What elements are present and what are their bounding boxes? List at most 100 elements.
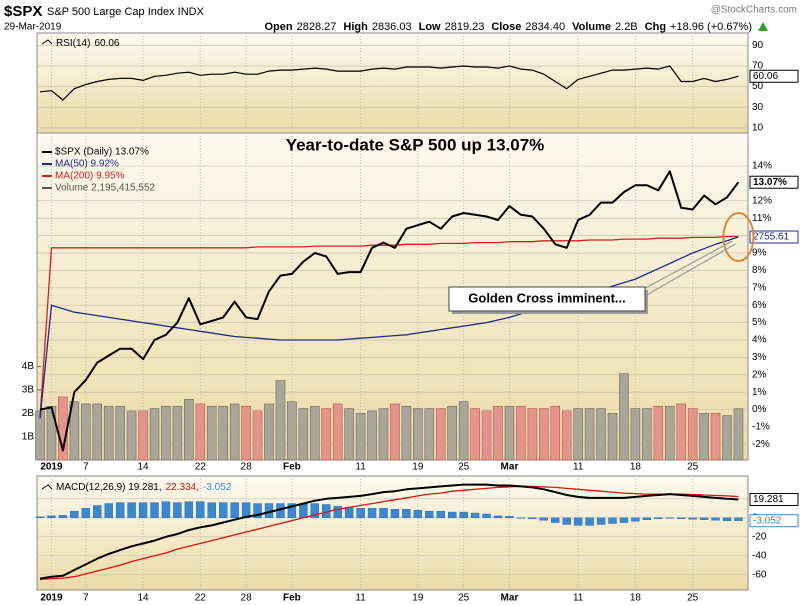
quote-value: 2836.03 (372, 21, 412, 33)
x-tick-label: Feb (283, 593, 301, 604)
histogram-bar (207, 502, 216, 519)
panel (36, 475, 749, 591)
volume-bar (161, 405, 171, 461)
histogram-bar (619, 517, 629, 523)
volume-bar (241, 405, 251, 461)
y-tick-label: 90 (752, 40, 764, 51)
histogram-bar (333, 506, 342, 518)
value-tag (749, 492, 799, 506)
histogram-bar (573, 517, 583, 526)
histogram-bar (115, 502, 125, 519)
histogram-bar (539, 517, 548, 521)
y-tick-label: 14% (752, 161, 772, 172)
highlight-circle (722, 212, 755, 263)
x-tick-label: 25 (687, 593, 699, 604)
x-tick-label: 28 (241, 593, 253, 604)
histogram-bar (173, 502, 182, 519)
y-tick-label: 4% (752, 335, 767, 346)
y-tick-label: 30 (752, 102, 764, 113)
x-tick-label: 25 (687, 462, 699, 473)
legend-entry: RSI(14) 60.06 (56, 38, 120, 49)
callout-line (644, 243, 736, 297)
histogram-bar (138, 502, 148, 519)
volume-bar (103, 405, 114, 461)
histogram-bar (35, 516, 45, 518)
quote-label: Low (419, 21, 441, 33)
histogram-bar (470, 512, 480, 518)
histogram-bar (448, 511, 457, 518)
histogram-bar (150, 502, 159, 519)
volume-bar (138, 410, 148, 461)
volume-bar (35, 410, 45, 461)
volume-bar (733, 408, 744, 461)
y-tick-label: 7% (752, 282, 767, 293)
y-tick-label: 2B (22, 408, 35, 419)
index-name: S&P 500 Large Cap Index INDX (47, 6, 205, 18)
histogram-bar (459, 511, 468, 518)
histogram-bar (551, 517, 560, 523)
volume-bar (46, 405, 57, 461)
x-tick-label: Feb (283, 462, 301, 473)
value-tag-label: -3.052 (753, 515, 782, 526)
y-tick-label: 70 (752, 61, 764, 72)
volume-bar (722, 415, 732, 461)
volume-bar (92, 403, 103, 461)
x-tick-label: 11 (355, 462, 366, 473)
x-tick-label: 11 (573, 462, 584, 473)
volume-bar (470, 408, 480, 461)
legend-label: MACD(12,26,9) 19.281, (56, 482, 162, 493)
y-tick-label: 3B (22, 385, 35, 396)
x-tick-label: 22 (195, 593, 207, 604)
histogram-bar (47, 515, 56, 519)
histogram-bar (402, 509, 411, 519)
quote-label: Volume (572, 21, 611, 33)
histogram-bar (81, 508, 91, 518)
histogram-bar (93, 505, 102, 519)
histogram-bar (390, 509, 400, 519)
histogram-bar (184, 501, 194, 518)
y-tick-label: 50 (752, 81, 764, 92)
y-tick-label: -20 (752, 531, 767, 542)
histogram-bar (711, 517, 720, 521)
source: @StockCharts.com (711, 5, 797, 16)
histogram-bar (230, 502, 239, 519)
histogram-bar (356, 508, 365, 518)
panel (36, 32, 749, 134)
y-tick-label: 2% (752, 369, 767, 380)
histogram-bar (425, 510, 434, 518)
histogram-bar (699, 517, 709, 520)
histogram-bar (516, 517, 526, 519)
histogram-bar (677, 517, 686, 519)
volume-bar (367, 410, 377, 461)
callout-line (639, 240, 733, 292)
volume-bar (607, 412, 618, 461)
volume-bar (195, 403, 206, 461)
value-tag (749, 69, 799, 83)
quote-value: 2819.23 (445, 21, 485, 33)
quote-label: Open (264, 21, 292, 33)
volume-bar (81, 403, 91, 461)
volume-bar (424, 408, 435, 461)
x-tick-label: 19 (412, 462, 424, 473)
volume-bar (458, 401, 469, 461)
legend-entry: MA(200) 9.95% (55, 171, 125, 182)
value-tag-label: 13.07% (753, 177, 787, 188)
volume-bar (516, 405, 526, 461)
callout-box (448, 286, 646, 312)
y-tick-label: 6% (752, 300, 767, 311)
x-tick-label: Mar (501, 593, 519, 604)
legend-entry: $SPX (Daily) 13.07% (55, 147, 149, 158)
y-tick-label: 12% (752, 195, 772, 206)
x-tick-label: 28 (241, 462, 253, 473)
histogram-bar (493, 515, 503, 519)
x-tick-label: 25 (458, 462, 470, 473)
volume-bar (710, 412, 721, 461)
histogram-bar (631, 517, 640, 522)
histogram-bar (218, 502, 228, 519)
legend-entry: MACD(12,26,9) 19.281, 22.334, -3.052 (56, 482, 232, 493)
volume-bar (229, 403, 240, 461)
volume-bar (584, 408, 595, 461)
volume-bar (252, 410, 263, 461)
histogram-bar (161, 501, 171, 518)
volume-bar (275, 380, 286, 461)
